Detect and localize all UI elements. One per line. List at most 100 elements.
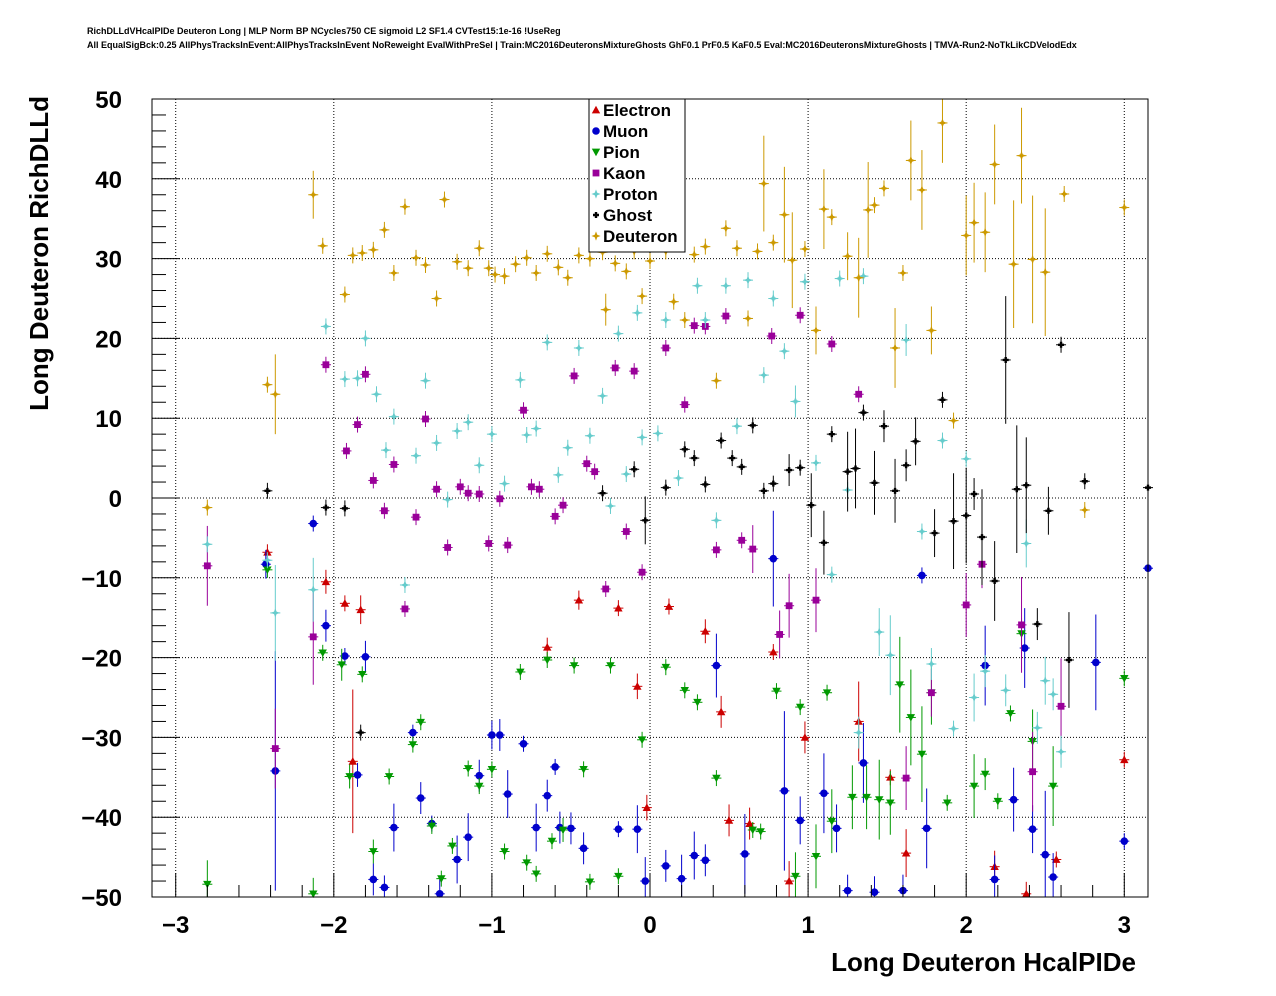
point-deuteron xyxy=(680,315,690,325)
point-pion xyxy=(558,826,568,835)
point-kaon xyxy=(1057,702,1065,710)
series-muon xyxy=(260,510,1153,898)
point-pion xyxy=(263,566,272,575)
point-pion xyxy=(437,875,446,883)
point-deuteron xyxy=(980,227,990,237)
point-kaon xyxy=(776,631,784,638)
point-kaon xyxy=(570,372,578,380)
point-muon xyxy=(1028,825,1037,833)
point-muon xyxy=(614,825,623,833)
point-proton xyxy=(926,659,937,669)
legend-label-kaon: Kaon xyxy=(603,164,646,183)
point-proton xyxy=(597,391,608,401)
point-pion xyxy=(522,859,531,867)
point-muon xyxy=(503,790,512,798)
point-ghost xyxy=(871,479,878,486)
point-kaon xyxy=(611,364,619,372)
point-ghost xyxy=(631,466,638,473)
point-ghost xyxy=(681,446,688,453)
point-electron xyxy=(1120,755,1129,764)
point-proton xyxy=(262,555,273,565)
point-kaon xyxy=(812,596,820,604)
point-electron xyxy=(340,599,350,607)
point-pion xyxy=(475,782,484,791)
point-pion xyxy=(1006,710,1015,718)
point-deuteron xyxy=(348,250,358,261)
point-muon xyxy=(309,519,318,528)
y-tick-label: 50 xyxy=(95,87,122,114)
point-proton xyxy=(858,271,869,281)
point-pion xyxy=(1120,674,1129,683)
point-ghost xyxy=(1045,507,1052,514)
point-electron xyxy=(701,627,710,635)
legend-marker-kaon xyxy=(592,169,600,177)
point-proton xyxy=(711,515,721,525)
point-pion xyxy=(500,848,509,856)
point-pion xyxy=(516,668,525,677)
point-muon xyxy=(390,823,398,832)
point-proton xyxy=(1021,538,1031,549)
point-pion xyxy=(875,796,884,804)
point-muon xyxy=(361,653,370,661)
point-deuteron xyxy=(308,190,318,200)
x-tick-label: 0 xyxy=(643,912,656,939)
point-ghost xyxy=(1013,486,1020,493)
point-ghost xyxy=(691,455,698,462)
point-pion xyxy=(748,826,757,835)
point-electron xyxy=(1052,855,1061,863)
point-pion xyxy=(943,799,952,808)
point-ghost xyxy=(903,462,910,469)
series-kaon xyxy=(202,307,1067,812)
point-proton xyxy=(463,417,473,427)
point-kaon xyxy=(456,483,464,491)
point-muon xyxy=(1020,644,1029,652)
point-deuteron xyxy=(1009,259,1019,269)
point-kaon xyxy=(390,461,398,468)
legend-label-proton: Proton xyxy=(603,185,658,204)
point-proton xyxy=(613,329,623,339)
legend-label-electron: Electron xyxy=(603,101,671,120)
point-kaon xyxy=(271,745,279,752)
point-proton xyxy=(574,343,584,353)
point-muon xyxy=(1092,658,1100,667)
point-ghost xyxy=(642,517,649,524)
point-electron xyxy=(745,819,754,827)
point-kaon xyxy=(768,332,776,340)
point-proton xyxy=(431,438,442,448)
point-proton xyxy=(542,337,552,347)
point-proton xyxy=(721,281,731,291)
point-deuteron xyxy=(948,415,959,426)
point-deuteron xyxy=(1016,151,1027,161)
point-electron xyxy=(1022,889,1031,898)
point-ghost xyxy=(1002,356,1009,363)
point-ghost xyxy=(892,487,899,494)
point-proton xyxy=(732,421,742,431)
point-deuteron xyxy=(368,245,378,255)
point-deuteron xyxy=(732,243,742,253)
point-deuteron xyxy=(721,223,731,233)
point-muon xyxy=(832,824,841,833)
point-deuteron xyxy=(819,204,829,214)
point-kaon xyxy=(504,541,512,549)
chart-title-line-2: All EqualSigBck:0.25 AllPhysTracksInEven… xyxy=(87,40,1077,50)
point-deuteron xyxy=(585,254,595,264)
point-proton xyxy=(811,458,821,468)
point-ghost xyxy=(828,431,835,438)
point-ghost xyxy=(797,464,804,471)
point-proton xyxy=(874,627,884,637)
point-electron xyxy=(633,682,642,690)
point-proton xyxy=(885,650,895,660)
point-muon xyxy=(519,739,528,748)
point-ghost xyxy=(738,463,745,470)
point-pion xyxy=(448,842,457,851)
point-muon xyxy=(380,883,389,892)
point-proton xyxy=(969,692,979,703)
point-muon xyxy=(918,571,926,580)
x-tick-label: 2 xyxy=(960,912,973,939)
point-kaon xyxy=(520,406,527,414)
point-proton xyxy=(563,443,573,453)
point-ghost xyxy=(341,505,348,512)
series-deuteron xyxy=(202,99,1130,518)
point-deuteron xyxy=(484,263,494,273)
